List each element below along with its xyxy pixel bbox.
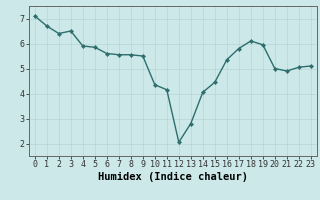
X-axis label: Humidex (Indice chaleur): Humidex (Indice chaleur) [98, 172, 248, 182]
